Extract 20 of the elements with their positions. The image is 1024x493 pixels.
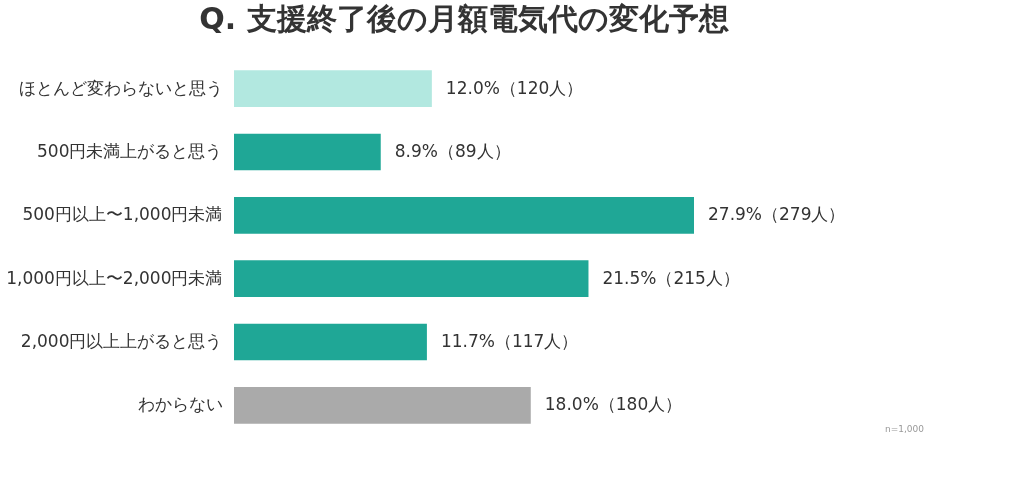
y-tick-label: 1,000円以上〜2,000円未満 xyxy=(6,267,223,288)
text: n=1,000 xyxy=(884,424,925,434)
y-tick-label: 500円未満上がると思う xyxy=(37,141,223,161)
bar xyxy=(234,70,432,108)
y-tick-label: ほとんど変わらないと思う xyxy=(18,77,223,98)
data-label: 18.0%（180人） xyxy=(544,394,683,415)
bar xyxy=(234,196,694,234)
bar xyxy=(234,260,589,298)
bar xyxy=(234,323,427,361)
bar xyxy=(234,386,531,424)
bar xyxy=(234,133,381,171)
data-label: 21.5%（215人） xyxy=(602,267,740,288)
data-label: 8.9%（89人） xyxy=(394,141,511,161)
y-tick-label: 500円以上〜1,000円未満 xyxy=(22,204,223,225)
chart-title: Q. 支援終了後の月額電気代の変化予想 xyxy=(199,1,729,36)
data-label: 27.9%（279人） xyxy=(708,204,846,225)
data-label: 11.7%（117人） xyxy=(440,331,579,351)
data-label: 12.0%（120人） xyxy=(445,77,584,98)
y-tick-label: わからない xyxy=(137,394,223,415)
y-tick-label: 2,000円以上上がると思う xyxy=(20,331,223,351)
